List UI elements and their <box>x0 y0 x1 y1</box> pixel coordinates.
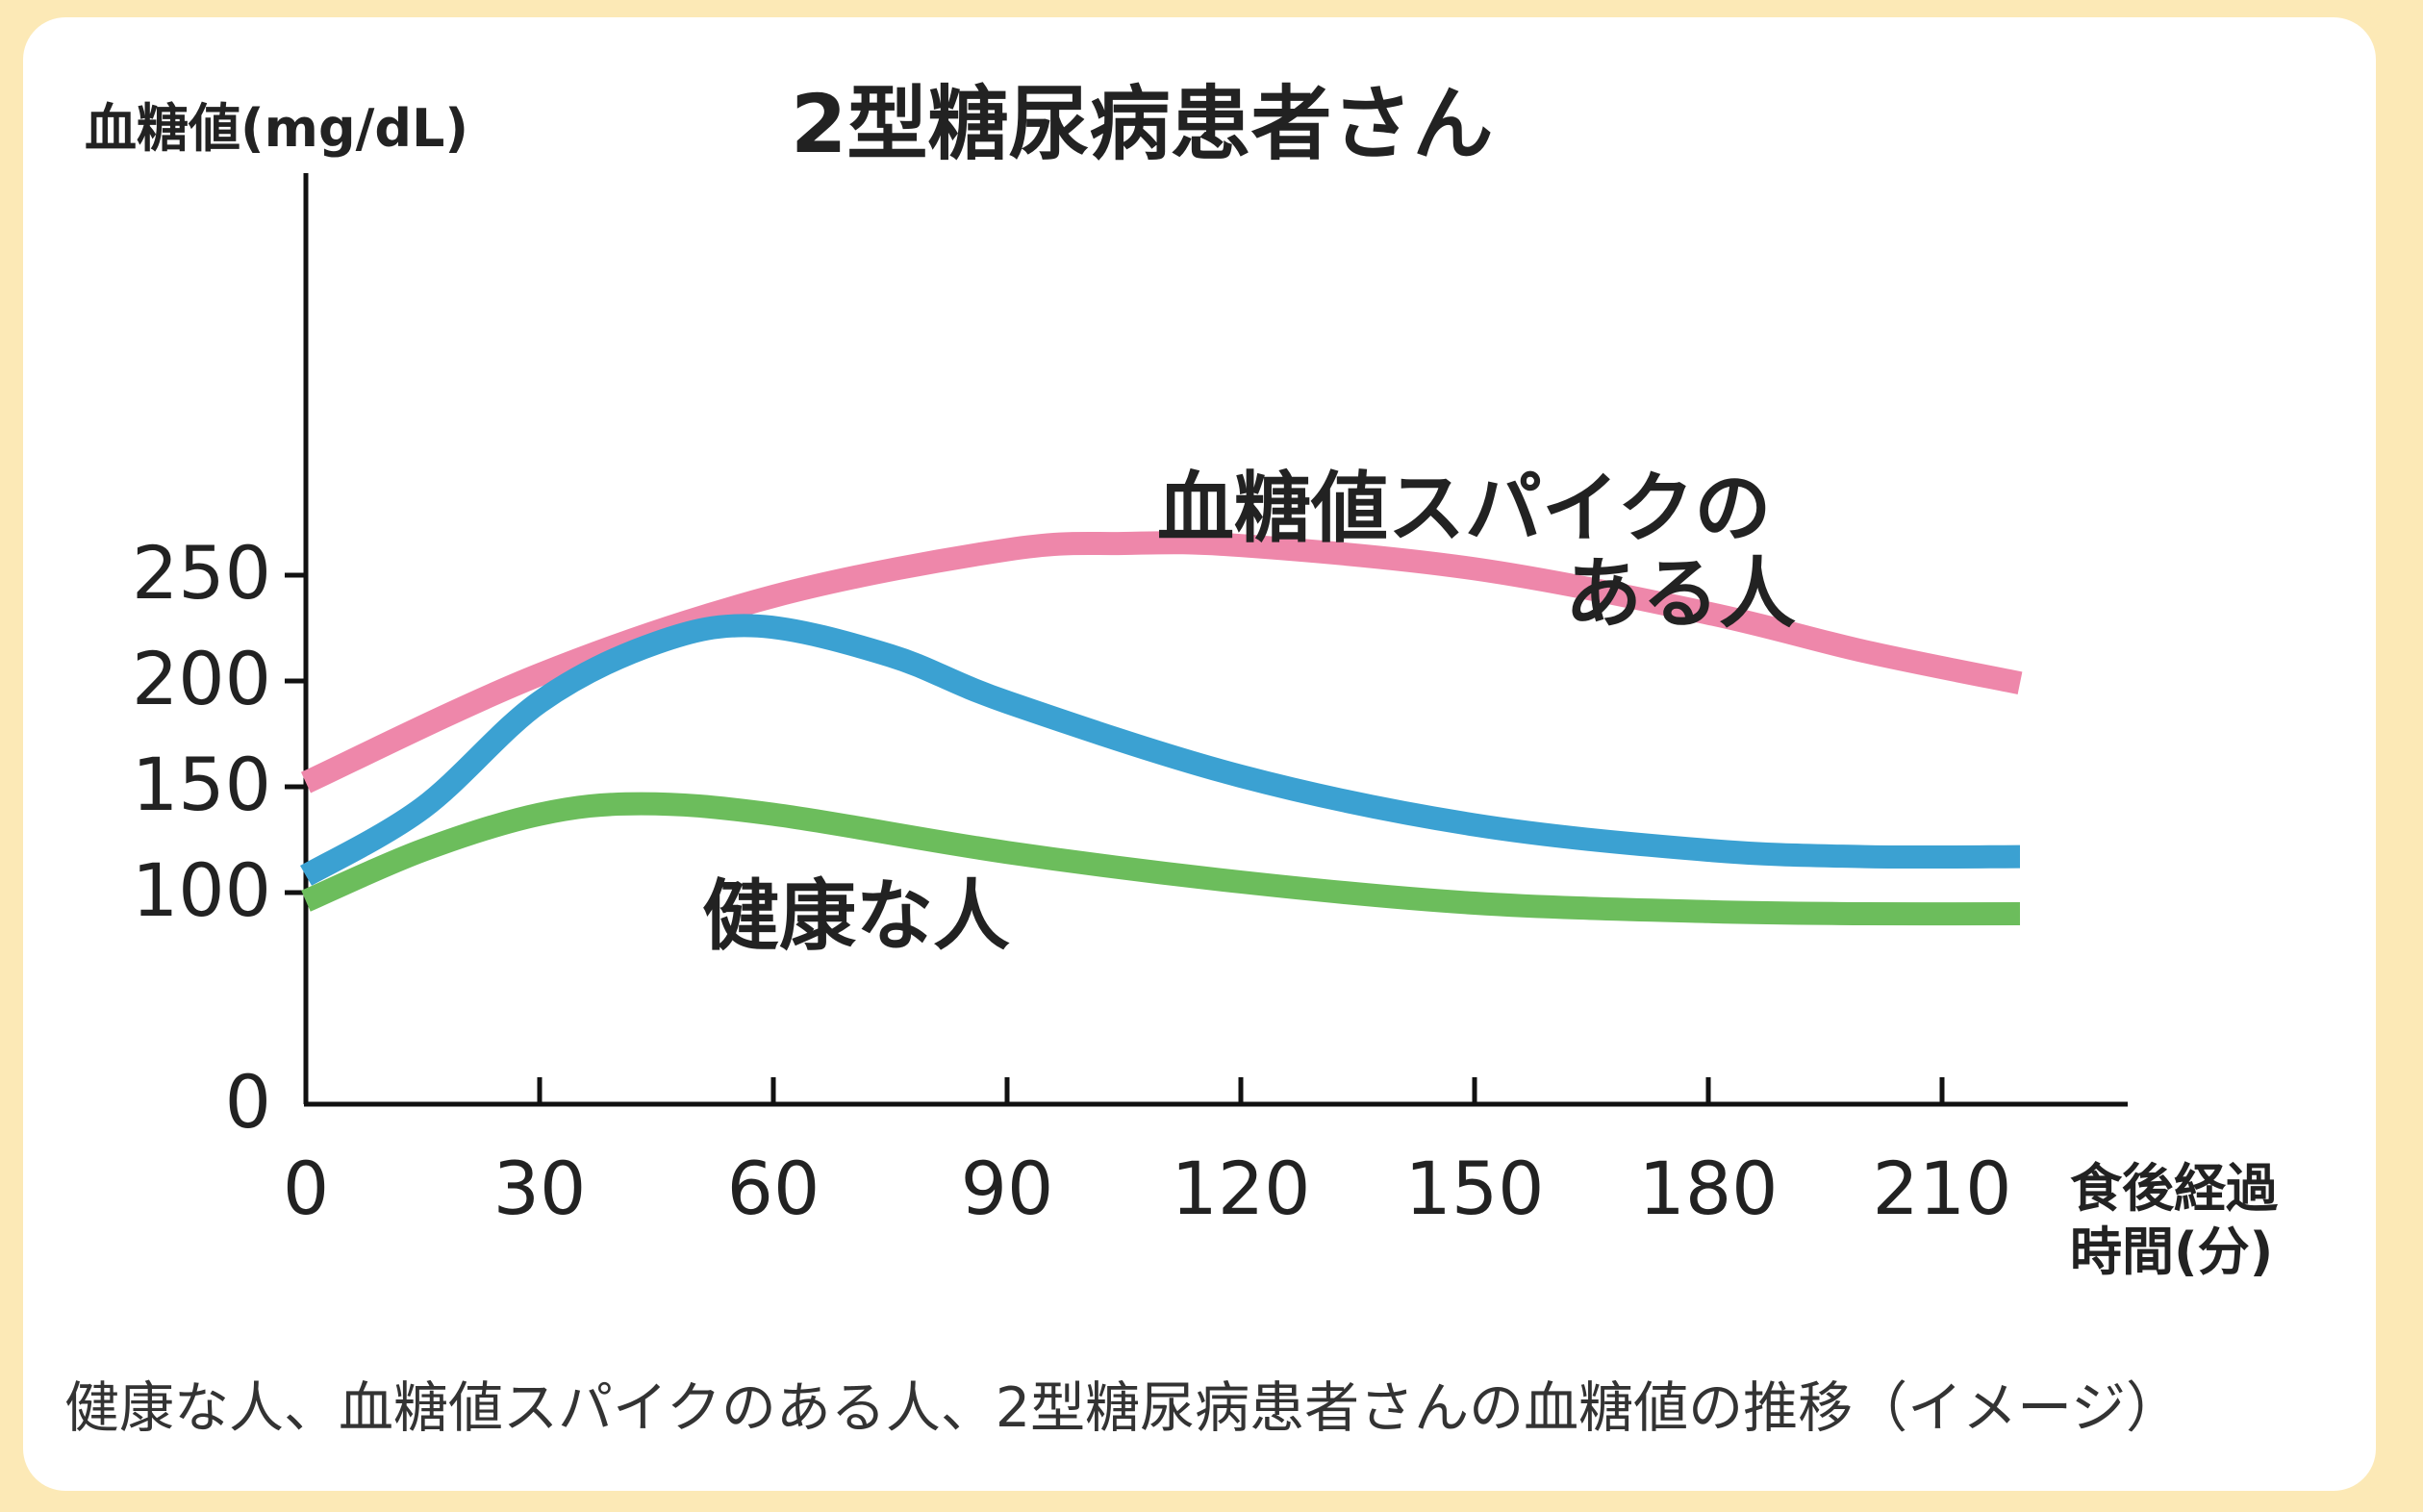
green-healthy-line <box>301 792 2021 926</box>
y-tick-label: 150 <box>132 742 271 827</box>
x-tick-label: 30 <box>493 1146 587 1231</box>
x-tick-label: 120 <box>1171 1146 1310 1231</box>
y-tick-label: 250 <box>132 530 271 616</box>
x-tick-label: 60 <box>727 1146 820 1231</box>
x-axis-label: 食後経過 <box>2070 1158 2279 1219</box>
label-healthy: 健康な人 <box>702 871 1010 961</box>
label-spike-line2: ある人 <box>1565 549 1796 639</box>
x-tick-label: 180 <box>1638 1146 1778 1231</box>
label-type2-diabetes: 2型糖尿病患者さん <box>791 77 1493 171</box>
pink-diabetes-line <box>300 531 2023 794</box>
x-tick-label: 150 <box>1404 1146 1544 1231</box>
x-axis-label: 時間(分) <box>2070 1222 2273 1282</box>
label-spike-line1: 血糖値スパイクの <box>1157 464 1771 553</box>
x-tick-label: 90 <box>961 1146 1054 1231</box>
chart-caption: 健康な人、血糖値スパイクのある人、2型糖尿病患者さんの血糖値の推移（イメージ） <box>64 1376 2181 1440</box>
y-tick-label: 100 <box>132 847 271 933</box>
y-tick-label: 0 <box>225 1059 271 1145</box>
x-tick-label: 210 <box>1872 1146 2011 1231</box>
y-tick-label: 200 <box>132 636 271 721</box>
blue-spike-line <box>300 614 2021 886</box>
x-tick-label: 0 <box>283 1146 329 1231</box>
y-axis-label: 血糖値(mg/dL) <box>85 98 468 159</box>
